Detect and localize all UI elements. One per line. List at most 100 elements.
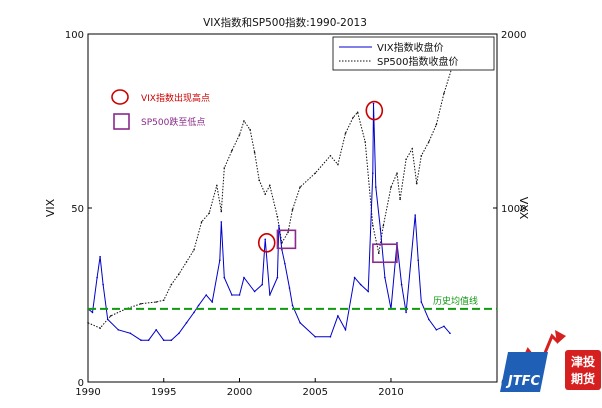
series-0-point-23 [238,294,241,296]
y2-tick-label-2: 2000 [501,30,526,41]
series-1-point-13 [216,184,218,187]
series-0-point-13 [178,332,180,335]
series-0-point-17 [205,294,207,296]
key-square-icon [113,113,130,130]
logo-text: JTFC [505,374,541,389]
series-0-point-51 [405,311,407,314]
series-0-point-39 [344,329,347,331]
series-0-point-52 [414,214,417,216]
logo-chinese-line2: 期货 [571,371,595,386]
series-1-point-47 [435,123,438,126]
series-1-point-9 [185,261,188,263]
series-0-point-50 [400,283,403,286]
series-0-point-36 [314,336,317,338]
series-0-point-45 [375,186,377,188]
series-1-point-0 [87,322,89,324]
series-0-point-26 [261,283,264,286]
legend-box [332,36,495,71]
series-0-point-15 [193,311,195,314]
series-1-point-17 [238,134,241,136]
series-0-point-41 [359,283,362,286]
logo-mark: JTFC [500,330,566,392]
series-0-point-56 [435,329,438,331]
sp500-low-square-1 [372,243,398,264]
key-square-label: SP500跌至低点 [141,116,205,128]
series-1-point-23 [269,184,271,187]
series-1-point-1 [99,327,101,329]
series-0-point-53 [417,259,420,262]
series-0-point-11 [162,339,165,342]
legend-label-sp500: SP500指数收盘价 [377,55,458,68]
series-0-point-38 [337,315,339,317]
series-1-point-20 [253,151,256,154]
series-0-point-47 [384,276,386,279]
series-1-point-26 [287,231,289,234]
plot-area [87,33,498,383]
series-1-point-38 [382,224,385,227]
y2-tick-label-1: 1000 [501,204,526,215]
series-0-point-6 [117,329,120,331]
vix-peak-circle-0 [257,233,276,253]
series-1-point-29 [314,172,317,174]
y2-axis-label: VXX [517,197,530,220]
series-0-point-54 [420,301,423,303]
series-1-point-37 [378,252,380,254]
series-0-point-24 [243,276,245,279]
series-0-point-3 [99,255,101,258]
x-tick-label-0: 1990 [75,387,100,398]
series-0-point-27 [264,238,267,241]
series-0-point-32 [284,262,286,265]
series-0-point-58 [449,332,451,335]
series-1-point-46 [428,141,430,143]
logo-chinese-badge: 津投 期货 [565,350,601,390]
x-tick-label-4: 2010 [378,387,403,398]
series-0-point-44 [372,102,375,105]
series-1-point-42 [405,158,407,161]
series-0-point-37 [329,336,332,338]
series-0-point-34 [291,304,294,307]
series-0-point-22 [231,294,233,296]
series-1-point-24 [276,215,279,218]
series-0-point-42 [367,290,370,293]
series-0-point-14 [185,322,188,324]
series-1-point-21 [258,179,261,181]
series-1-point-40 [396,172,398,174]
series-0-point-30 [278,224,280,227]
series-0-point-40 [353,276,356,279]
series-0-point-16 [197,304,200,307]
series-1-point-32 [344,132,347,134]
series-0-point-8 [140,339,142,342]
series-1-point-44 [415,182,418,185]
series-1-point-6 [162,299,165,302]
series-0-point-35 [299,322,301,324]
series-1-point-36 [372,224,374,227]
series-0-point-10 [155,329,157,331]
sp500-low-square-0 [276,229,297,250]
series-0-point-19 [219,259,221,262]
series-1-point-12 [208,212,210,214]
logo: JTFC 津投 期货 [500,330,601,392]
series-1-point-22 [264,193,267,195]
series-1-point-2 [109,315,112,317]
series-2-point-0 [87,308,89,310]
key-circle-label: VIX指数出现高点 [141,92,210,104]
series-1-point-45 [420,155,423,157]
series-1-point-27 [291,208,294,211]
x-tick-label-1: 1995 [151,387,176,398]
series-1-point-43 [411,148,414,150]
series-1-point-48 [443,92,445,94]
series-0-point-31 [281,249,283,251]
series-1-point-5 [155,301,157,303]
y-tick-label-1: 50 [71,204,84,215]
y-axis-label: VIX [44,198,57,217]
series-layer [87,55,498,342]
series-0-point-49 [396,242,398,244]
series-0-point-57 [443,325,445,328]
series-1-point-4 [140,302,142,305]
vix-peak-circle-1 [365,100,384,121]
series-1-point-18 [243,120,245,122]
key-circle-icon [111,89,129,105]
series-0-point-46 [379,228,382,230]
